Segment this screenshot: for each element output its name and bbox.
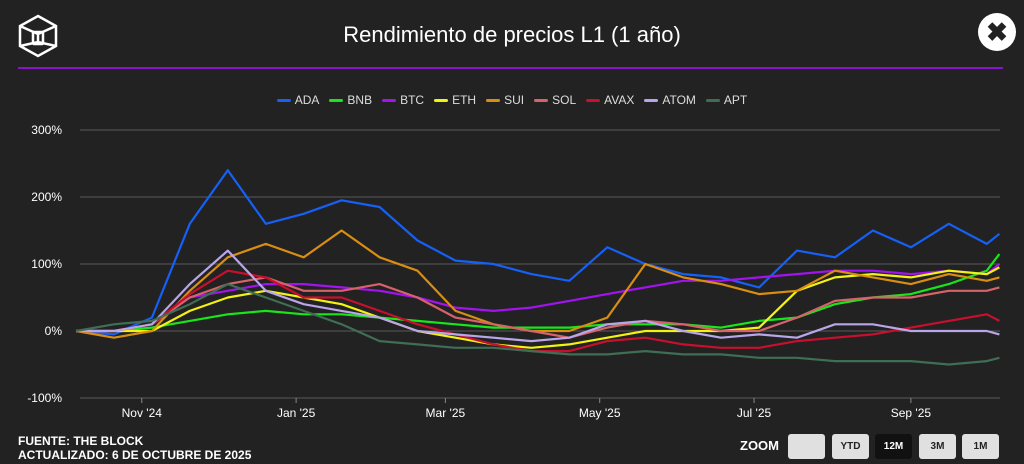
y-tick-label: 0% [45,324,63,338]
legend-swatch [382,98,397,102]
zoom-label: ZOOM [740,438,779,453]
legend-item-sui[interactable]: SUI [486,93,524,107]
x-tick-label: Jan '25 [277,406,316,420]
legend-label: BTC [400,93,425,107]
close-button[interactable]: ✖ [978,13,1016,51]
y-tick-label: 200% [31,190,62,204]
legend-label: BNB [347,93,373,107]
series-line-btc [76,263,1001,333]
zoom-button-12m[interactable]: 12M [875,434,912,459]
series-line-apt [75,283,1000,366]
legend-swatch [644,98,659,102]
legend-swatch [486,98,501,102]
series-line-eth [76,266,1000,349]
series-line-sol [76,276,1000,339]
legend-swatch [586,98,601,102]
legend-item-bnb[interactable]: BNB [329,93,372,107]
updated-text: ACTUALIZADO: 6 DE OCTUBRE DE 2025 [18,448,252,462]
legend-label: APT [723,93,748,107]
legend-label: ADA [294,93,320,107]
series-line-sui [75,229,1000,339]
legend-item-atom[interactable]: ATOM [644,93,696,107]
series-line-ada [75,169,1001,336]
legend-item-sol[interactable]: SOL [534,93,576,107]
legend-swatch [434,98,449,102]
series-line-avax [76,269,1000,353]
x-tick-label: Nov '24 [122,406,163,420]
y-tick-label: 300% [31,123,62,137]
zoom-button-blank[interactable] [788,434,825,459]
legend-label: AVAX [604,93,635,107]
title-divider [18,67,1003,69]
zoom-button-ytd[interactable]: YTD [832,434,869,459]
chart-title: Rendimiento de precios L1 (1 año) [343,22,681,47]
legend-item-apt[interactable]: APT [705,93,748,107]
legend-item-eth[interactable]: ETH [434,93,476,107]
legend-label: ETH [452,93,477,107]
x-tick-label: May '25 [579,406,621,420]
legend-label: SOL [552,93,577,107]
the-block-logo-icon [18,14,58,58]
legend-item-btc[interactable]: BTC [382,93,424,107]
legend-swatch [329,98,344,102]
series-line-atom [76,249,1000,343]
footer: FUENTE: THE BLOCK ACTUALIZADO: 6 DE OCTU… [18,434,251,462]
source-text: FUENTE: THE BLOCK [18,434,144,448]
x-tick-label: Mar '25 [426,406,466,420]
legend-item-avax[interactable]: AVAX [586,93,634,107]
zoom-button-1m[interactable]: 1M [962,434,999,459]
x-tick-label: Sep '25 [891,406,932,420]
legend-label: SUI [504,93,525,107]
y-tick-label: -100% [27,391,62,405]
legend-item-ada[interactable]: ADA [276,93,320,107]
y-tick-label: 100% [31,257,62,271]
legend-label: ATOM [662,93,696,107]
legend-swatch [276,98,291,102]
x-tick-label: Jul '25 [737,406,772,420]
legend-swatch [705,98,720,102]
zoom-button-3m[interactable]: 3M [919,434,956,459]
legend-swatch [534,98,549,102]
legend: ADA BNB BTC ETH SUI SOL AVAX ATOM APT [0,93,1024,107]
